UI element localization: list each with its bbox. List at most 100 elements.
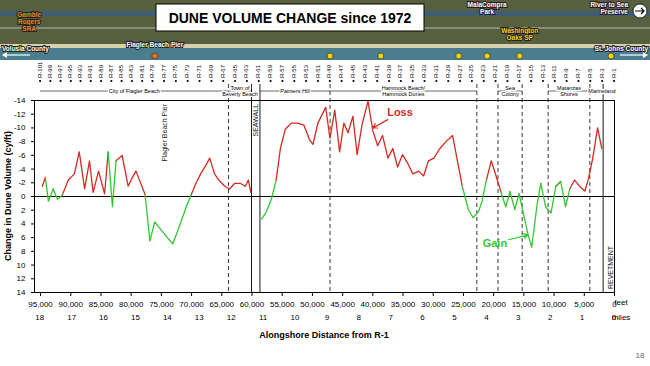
svg-text:0: 0 bbox=[21, 192, 26, 201]
svg-text:12: 12 bbox=[17, 274, 26, 283]
svg-text:SeaColony: SeaColony bbox=[502, 85, 519, 97]
svg-text:25,000: 25,000 bbox=[451, 300, 476, 309]
svg-text:R-69: R-69 bbox=[208, 64, 214, 78]
svg-text:R-75: R-75 bbox=[172, 64, 178, 78]
svg-text:SEAWALL: SEAWALL bbox=[252, 104, 259, 137]
svg-text:R-43: R-43 bbox=[362, 64, 368, 78]
svg-text:90,000: 90,000 bbox=[59, 300, 84, 309]
svg-text:City of Flagler Beach: City of Flagler Beach bbox=[109, 88, 160, 94]
svg-text:R-19: R-19 bbox=[504, 64, 510, 78]
svg-text:14: 14 bbox=[17, 288, 26, 297]
svg-text:80,000: 80,000 bbox=[119, 300, 144, 309]
svg-text:R-57: R-57 bbox=[279, 64, 285, 78]
svg-text:R-77: R-77 bbox=[161, 64, 167, 78]
svg-text:-14: -14 bbox=[14, 96, 26, 105]
svg-text:feet: feet bbox=[614, 298, 628, 307]
svg-text:R-47: R-47 bbox=[338, 64, 344, 78]
svg-text:Gain: Gain bbox=[483, 237, 508, 249]
svg-text:45,000: 45,000 bbox=[330, 300, 355, 309]
svg-text:4: 4 bbox=[21, 219, 26, 228]
svg-text:REVETMENT: REVETMENT bbox=[607, 245, 614, 289]
svg-text:15,000: 15,000 bbox=[512, 300, 537, 309]
svg-text:St. Johns County: St. Johns County bbox=[595, 45, 649, 53]
svg-text:R-17: R-17 bbox=[516, 64, 522, 78]
svg-text:River to SeaPreserve: River to SeaPreserve bbox=[590, 1, 628, 15]
svg-text:R-15: R-15 bbox=[528, 64, 534, 78]
svg-text:11: 11 bbox=[259, 313, 268, 322]
svg-text:R-95: R-95 bbox=[67, 64, 73, 78]
svg-text:55,000: 55,000 bbox=[270, 300, 295, 309]
svg-text:R-31: R-31 bbox=[433, 64, 439, 78]
svg-text:R-83: R-83 bbox=[128, 64, 134, 78]
svg-text:R-81: R-81 bbox=[139, 64, 145, 78]
svg-text:3: 3 bbox=[516, 313, 521, 322]
svg-text:R-45: R-45 bbox=[350, 64, 356, 78]
svg-text:Town ofBeverly Beach: Town ofBeverly Beach bbox=[222, 85, 257, 97]
svg-text:R-3: R-3 bbox=[599, 68, 605, 78]
svg-text:MalaCompraPark: MalaCompraPark bbox=[468, 1, 507, 15]
svg-text:R-51: R-51 bbox=[315, 64, 321, 78]
svg-text:MatanzasShores: MatanzasShores bbox=[557, 85, 581, 97]
svg-text:R-59: R-59 bbox=[267, 64, 273, 78]
svg-text:12: 12 bbox=[227, 313, 236, 322]
svg-text:R-97: R-97 bbox=[57, 64, 63, 78]
svg-text:10,000: 10,000 bbox=[542, 300, 567, 309]
svg-text:5: 5 bbox=[452, 313, 457, 322]
svg-text:5,000: 5,000 bbox=[574, 300, 595, 309]
svg-text:2: 2 bbox=[21, 206, 26, 215]
svg-text:R-89: R-89 bbox=[98, 64, 104, 78]
svg-text:6: 6 bbox=[420, 313, 425, 322]
svg-text:Marineland: Marineland bbox=[588, 88, 615, 94]
svg-text:R-1: R-1 bbox=[611, 68, 617, 78]
svg-text:R-63: R-63 bbox=[243, 64, 249, 78]
svg-text:4: 4 bbox=[484, 313, 489, 322]
svg-text:DUNE VOLUME CHANGE since 1972: DUNE VOLUME CHANGE since 1972 bbox=[169, 10, 412, 26]
svg-text:6: 6 bbox=[21, 233, 26, 242]
svg-text:16: 16 bbox=[99, 313, 108, 322]
svg-text:Alongshore Distance from R-1: Alongshore Distance from R-1 bbox=[259, 330, 389, 340]
svg-text:R-29: R-29 bbox=[445, 64, 451, 78]
svg-text:18: 18 bbox=[35, 313, 44, 322]
svg-text:-10: -10 bbox=[14, 123, 26, 132]
svg-text:R-35: R-35 bbox=[409, 64, 415, 78]
svg-text:R-71: R-71 bbox=[196, 64, 202, 78]
svg-text:R-73: R-73 bbox=[184, 64, 190, 78]
svg-text:R-93: R-93 bbox=[77, 64, 83, 78]
svg-text:R-101: R-101 bbox=[37, 61, 43, 78]
svg-text:R-67: R-67 bbox=[220, 64, 226, 78]
svg-text:Painters Hill: Painters Hill bbox=[280, 88, 309, 94]
svg-text:R-9: R-9 bbox=[563, 68, 569, 78]
svg-text:-2: -2 bbox=[18, 178, 26, 187]
svg-text:Flagler Beach Pier: Flagler Beach Pier bbox=[126, 41, 183, 49]
svg-text:R-33: R-33 bbox=[421, 64, 427, 78]
svg-text:8: 8 bbox=[357, 313, 362, 322]
svg-text:R-99: R-99 bbox=[47, 64, 53, 78]
svg-text:R-21: R-21 bbox=[492, 64, 498, 78]
svg-text:8: 8 bbox=[21, 247, 26, 256]
svg-text:R-79: R-79 bbox=[149, 64, 155, 78]
svg-text:Flagler Beach Pier: Flagler Beach Pier bbox=[161, 103, 169, 161]
svg-text:R-39: R-39 bbox=[386, 64, 392, 78]
svg-text:-6: -6 bbox=[18, 151, 26, 160]
svg-text:13: 13 bbox=[195, 313, 204, 322]
svg-text:10: 10 bbox=[17, 261, 26, 270]
svg-text:20,000: 20,000 bbox=[481, 300, 506, 309]
svg-text:R-55: R-55 bbox=[291, 64, 297, 78]
svg-text:Volusia County: Volusia County bbox=[2, 45, 49, 53]
svg-text:9: 9 bbox=[325, 313, 330, 322]
svg-text:65,000: 65,000 bbox=[210, 300, 235, 309]
svg-text:R-85: R-85 bbox=[118, 64, 124, 78]
svg-text:75,000: 75,000 bbox=[149, 300, 174, 309]
svg-text:1: 1 bbox=[580, 313, 585, 322]
svg-text:R-5: R-5 bbox=[587, 68, 593, 78]
svg-text:Change in Dune Volume (cy/ft): Change in Dune Volume (cy/ft) bbox=[3, 131, 13, 261]
svg-text:14: 14 bbox=[163, 313, 172, 322]
svg-text:R-37: R-37 bbox=[397, 64, 403, 78]
svg-text:R-27: R-27 bbox=[457, 64, 463, 78]
svg-text:15: 15 bbox=[131, 313, 140, 322]
svg-text:60,000: 60,000 bbox=[240, 300, 265, 309]
svg-text:R-87: R-87 bbox=[108, 64, 114, 78]
svg-text:R-13: R-13 bbox=[540, 64, 546, 78]
svg-text:R-25: R-25 bbox=[468, 64, 474, 78]
svg-text:7: 7 bbox=[388, 313, 393, 322]
